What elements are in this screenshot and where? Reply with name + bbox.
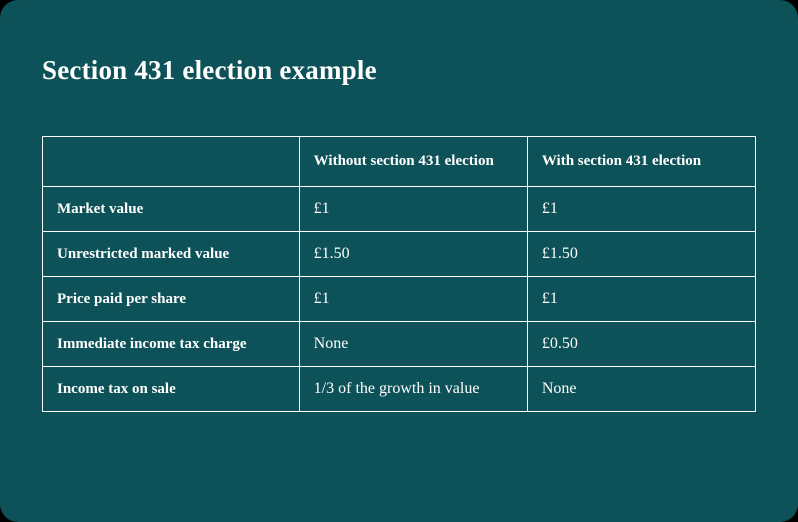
row-value-without: None: [299, 322, 527, 367]
comparison-table: Without section 431 election With sectio…: [42, 136, 756, 412]
header-empty: [43, 137, 300, 187]
table-row: Immediate income tax charge None £0.50: [43, 322, 756, 367]
table-header-row: Without section 431 election With sectio…: [43, 137, 756, 187]
card: Section 431 election example Without sec…: [0, 0, 798, 522]
table-row: Price paid per share £1 £1: [43, 277, 756, 322]
row-label: Price paid per share: [43, 277, 300, 322]
table-row: Income tax on sale 1/3 of the growth in …: [43, 367, 756, 412]
row-value-without: 1/3 of the growth in value: [299, 367, 527, 412]
row-label: Immediate income tax charge: [43, 322, 300, 367]
row-value-with: £1.50: [527, 232, 755, 277]
row-value-without: £1: [299, 187, 527, 232]
row-value-with: £0.50: [527, 322, 755, 367]
row-label: Income tax on sale: [43, 367, 300, 412]
row-label: Unrestricted marked value: [43, 232, 300, 277]
row-value-without: £1.50: [299, 232, 527, 277]
row-value-with: None: [527, 367, 755, 412]
row-value-without: £1: [299, 277, 527, 322]
row-value-with: £1: [527, 187, 755, 232]
row-value-with: £1: [527, 277, 755, 322]
row-label: Market value: [43, 187, 300, 232]
table-row: Market value £1 £1: [43, 187, 756, 232]
header-without: Without section 431 election: [299, 137, 527, 187]
header-with: With section 431 election: [527, 137, 755, 187]
page-title: Section 431 election example: [42, 55, 756, 86]
table-row: Unrestricted marked value £1.50 £1.50: [43, 232, 756, 277]
